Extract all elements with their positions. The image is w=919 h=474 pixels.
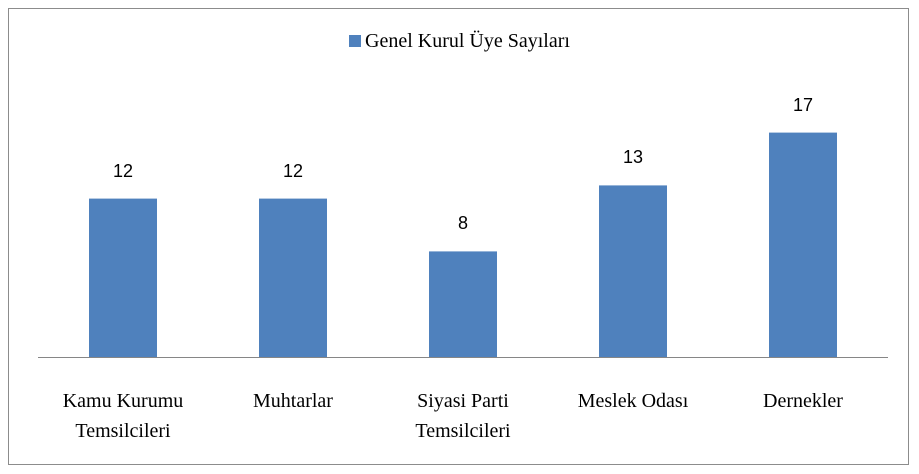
data-label-text: 12 bbox=[282, 160, 304, 181]
x-tick-label-text: Meslek Odası bbox=[577, 390, 689, 412]
x-tick-label: Muhtarlar bbox=[211, 386, 376, 416]
x-tick-label-text: Dernekler bbox=[763, 390, 843, 412]
bar bbox=[769, 132, 837, 357]
data-label: 12 bbox=[83, 161, 163, 182]
x-tick-label: Siyasi Parti Temsilcileri bbox=[381, 386, 546, 446]
bar bbox=[89, 198, 157, 357]
data-label-text: 8 bbox=[457, 213, 468, 234]
data-label: 12 bbox=[253, 161, 333, 182]
x-tick-label-text: Kamu Kurumu Temsilcileri bbox=[62, 390, 184, 442]
bar bbox=[599, 185, 667, 357]
bar bbox=[429, 251, 497, 357]
data-label: 17 bbox=[763, 95, 843, 116]
x-tick-label: Dernekler bbox=[721, 386, 886, 416]
data-label: 13 bbox=[593, 147, 673, 168]
legend-swatch bbox=[349, 35, 362, 47]
chart-frame bbox=[8, 8, 909, 465]
x-tick-label-text: Muhtarlar bbox=[253, 390, 333, 412]
x-tick-label: Kamu Kurumu Temsilcileri bbox=[41, 386, 206, 446]
data-label-text: 13 bbox=[622, 147, 644, 168]
x-tick-label-text: Siyasi Parti Temsilcileri bbox=[415, 390, 511, 442]
legend-label: Genel Kurul Üye Sayıları bbox=[365, 30, 570, 52]
legend: Genel Kurul Üye Sayıları bbox=[0, 30, 919, 53]
x-tick-label: Meslek Odası bbox=[551, 386, 716, 416]
data-label: 8 bbox=[423, 213, 503, 234]
data-label-text: 12 bbox=[112, 160, 134, 181]
bar bbox=[259, 198, 327, 357]
data-label-text: 17 bbox=[792, 94, 814, 115]
